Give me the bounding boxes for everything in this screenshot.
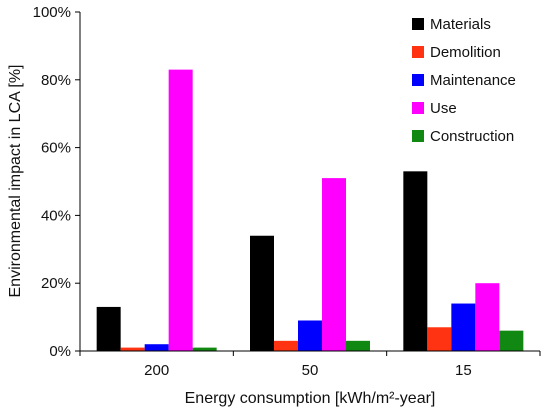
bar-maintenance-50 (298, 320, 322, 351)
x-ticks-group: 200 50 15 (79, 351, 541, 379)
legend-swatch-materials (412, 18, 424, 30)
legend-label-construction: Construction (430, 128, 514, 145)
bar-materials-15 (403, 171, 428, 351)
bar-maintenance-200 (144, 344, 169, 351)
y-tick-label: 100% (33, 4, 71, 21)
y-tick-label: 20% (41, 275, 71, 292)
legend-swatch-construction (412, 130, 424, 142)
bar-demolition-50 (274, 340, 298, 351)
bar-construction-15 (499, 330, 524, 351)
x-tick-label: 200 (144, 362, 169, 379)
x-tick-label: 15 (455, 362, 472, 379)
bar-materials-50 (250, 235, 274, 351)
x-axis-label: Energy consumption [kWh/m²-year] (185, 390, 436, 407)
y-tick-label: 0% (49, 343, 71, 360)
legend-label-demolition: Demolition (430, 44, 501, 61)
legend-label-materials: Materials (430, 16, 491, 33)
bar-use-50 (322, 178, 346, 351)
bar-demolition-15 (427, 327, 452, 351)
legend: Materials Demolition Maintenance Use Constru… (412, 16, 516, 145)
legend-swatch-use (412, 102, 424, 114)
bar-maintenance-15 (451, 303, 476, 351)
bar-demolition-200 (120, 347, 145, 351)
legend-swatch-maintenance (412, 74, 424, 86)
y-axis-label: Environmental impact in LCA [%] (7, 65, 24, 298)
bar-construction-50 (346, 340, 370, 351)
bar-materials-200 (96, 306, 121, 351)
legend-swatch-demolition (412, 46, 424, 58)
bar-use-15 (475, 283, 500, 351)
bar-construction-200 (192, 347, 217, 351)
legend-label-use: Use (430, 100, 457, 117)
y-ticks-group: 0% 20% 40% 60% 80% 100% (33, 4, 80, 360)
x-tick-label: 50 (302, 362, 319, 379)
y-tick-label: 60% (41, 140, 71, 157)
legend-label-maintenance: Maintenance (430, 72, 516, 89)
y-tick-label: 80% (41, 72, 71, 89)
bars-group (96, 69, 524, 351)
y-tick-label: 40% (41, 207, 71, 224)
bar-use-200 (168, 69, 193, 351)
